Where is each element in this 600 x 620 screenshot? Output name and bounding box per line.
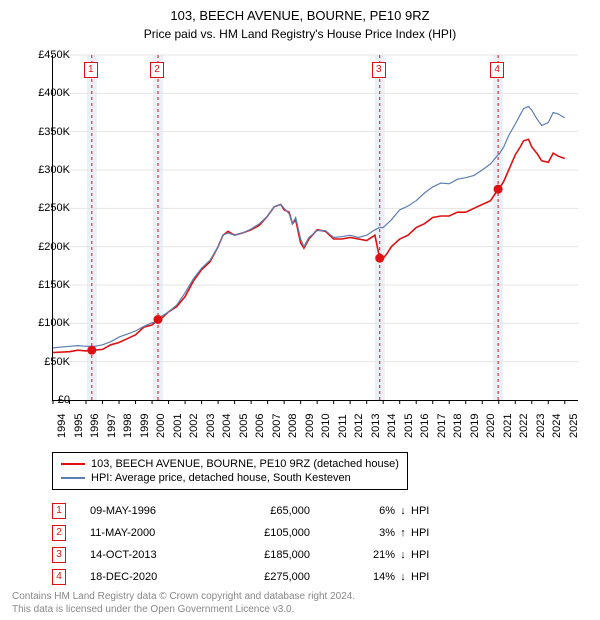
event-arrow-icon: ↓ — [395, 549, 411, 561]
event-arrow-icon: ↓ — [395, 505, 411, 517]
x-tick-label: 2018 — [452, 414, 464, 438]
x-tick-label: 2000 — [155, 414, 167, 438]
x-tick-label: 2003 — [205, 414, 217, 438]
x-tick-label: 1998 — [122, 414, 134, 438]
x-tick-label: 2009 — [304, 414, 316, 438]
x-tick-label: 2001 — [172, 414, 184, 438]
legend-label: HPI: Average price, detached house, Sout… — [91, 472, 351, 484]
legend-swatch — [61, 477, 85, 479]
event-arrow-icon: ↑ — [395, 527, 411, 539]
y-tick-label: £0 — [20, 394, 70, 406]
x-tick-label: 2006 — [254, 414, 266, 438]
x-tick-label: 2017 — [436, 414, 448, 438]
event-marker-box: 1 — [84, 62, 98, 78]
x-tick-label: 2002 — [188, 414, 200, 438]
event-table: 109-MAY-1996£65,0006%↓HPI211-MAY-2000£10… — [52, 500, 441, 588]
legend: 103, BEECH AVENUE, BOURNE, PE10 9RZ (det… — [52, 452, 408, 490]
x-tick-label: 2005 — [238, 414, 250, 438]
event-vs-label: HPI — [411, 571, 441, 583]
event-row: 1 09-MAY-1996£65,0006%↓HPI — [52, 500, 441, 522]
x-tick-label: 2010 — [320, 414, 332, 438]
x-tick-label: 2025 — [568, 414, 580, 438]
x-tick-label: 1997 — [106, 414, 118, 438]
event-row: 2 11-MAY-2000£105,0003%↑HPI — [52, 522, 441, 544]
event-delta: 6% — [340, 505, 395, 517]
event-delta: 3% — [340, 527, 395, 539]
x-tick-label: 2016 — [419, 414, 431, 438]
y-tick-label: £300K — [20, 164, 70, 176]
footer: Contains HM Land Registry data © Crown c… — [12, 591, 355, 616]
event-date: 09-MAY-1996 — [90, 505, 220, 517]
y-tick-label: £350K — [20, 126, 70, 138]
event-delta: 14% — [340, 571, 395, 583]
y-tick-label: £150K — [20, 279, 70, 291]
footer-line: Contains HM Land Registry data © Crown c… — [12, 591, 355, 604]
x-tick-label: 1999 — [139, 414, 151, 438]
event-marker-box: 4 — [490, 62, 504, 78]
y-tick-label: £450K — [20, 49, 70, 61]
y-tick-label: £200K — [20, 241, 70, 253]
chart-svg — [53, 55, 578, 400]
event-row-marker: 3 — [52, 547, 66, 563]
chart-subtitle: Price paid vs. HM Land Registry's House … — [0, 25, 600, 41]
x-tick-label: 2011 — [337, 414, 349, 438]
x-tick-label: 2004 — [221, 414, 233, 438]
x-tick-label: 1996 — [89, 414, 101, 438]
chart-title: 103, BEECH AVENUE, BOURNE, PE10 9RZ — [0, 0, 600, 25]
y-tick-label: £250K — [20, 202, 70, 214]
event-row-marker: 4 — [52, 569, 66, 585]
x-tick-label: 2020 — [485, 414, 497, 438]
x-tick-label: 2022 — [518, 414, 530, 438]
event-delta: 21% — [340, 549, 395, 561]
event-marker-box: 2 — [150, 62, 164, 78]
x-tick-label: 1994 — [56, 414, 68, 438]
event-vs-label: HPI — [411, 549, 441, 561]
plot-area — [52, 55, 578, 401]
event-arrow-icon: ↓ — [395, 571, 411, 583]
x-tick-label: 1995 — [73, 414, 85, 438]
x-tick-label: 2012 — [353, 414, 365, 438]
event-price: £105,000 — [220, 527, 340, 539]
y-tick-label: £400K — [20, 87, 70, 99]
event-price: £275,000 — [220, 571, 340, 583]
x-tick-label: 2007 — [271, 414, 283, 438]
event-price: £185,000 — [220, 549, 340, 561]
event-row: 4 18-DEC-2020£275,00014%↓HPI — [52, 566, 441, 588]
y-tick-label: £50K — [20, 356, 70, 368]
x-tick-label: 2013 — [370, 414, 382, 438]
legend-item-hpi: HPI: Average price, detached house, Sout… — [61, 471, 399, 485]
legend-swatch — [61, 463, 85, 465]
event-date: 18-DEC-2020 — [90, 571, 220, 583]
event-vs-label: HPI — [411, 505, 441, 517]
chart-container: 103, BEECH AVENUE, BOURNE, PE10 9RZ Pric… — [0, 0, 600, 620]
x-tick-label: 2014 — [386, 414, 398, 438]
footer-line: This data is licensed under the Open Gov… — [12, 604, 355, 617]
x-tick-label: 2019 — [469, 414, 481, 438]
event-row: 3 14-OCT-2013£185,00021%↓HPI — [52, 544, 441, 566]
event-marker-box: 3 — [372, 62, 386, 78]
x-tick-label: 2023 — [535, 414, 547, 438]
event-date: 14-OCT-2013 — [90, 549, 220, 561]
x-tick-label: 2008 — [287, 414, 299, 438]
x-tick-label: 2021 — [502, 414, 514, 438]
x-tick-label: 2024 — [551, 414, 563, 438]
event-vs-label: HPI — [411, 527, 441, 539]
event-price: £65,000 — [220, 505, 340, 517]
y-tick-label: £100K — [20, 317, 70, 329]
event-date: 11-MAY-2000 — [90, 527, 220, 539]
x-tick-label: 2015 — [403, 414, 415, 438]
legend-item-price-paid: 103, BEECH AVENUE, BOURNE, PE10 9RZ (det… — [61, 457, 399, 471]
event-row-marker: 1 — [52, 503, 66, 519]
event-row-marker: 2 — [52, 525, 66, 541]
legend-label: 103, BEECH AVENUE, BOURNE, PE10 9RZ (det… — [91, 458, 399, 470]
